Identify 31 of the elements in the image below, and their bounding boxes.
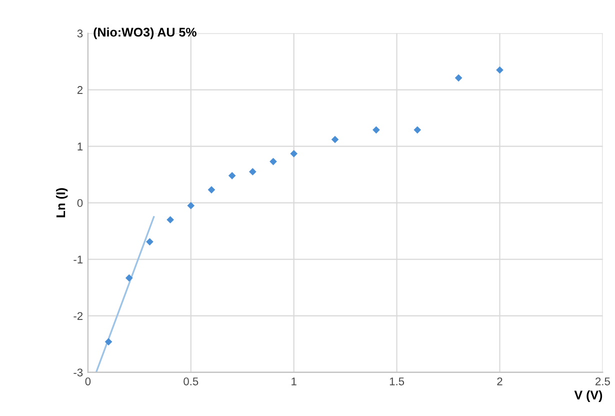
point (270, 158, 277, 166)
point (414, 126, 422, 134)
y-tick-label: 3 (77, 30, 83, 38)
x-tick-label: 1.5 (390, 378, 404, 386)
y-tick-label: -1 (74, 256, 83, 264)
x-tick-label: 0.5 (184, 377, 198, 386)
point (454, 74, 462, 82)
y-tick-label: -3 (74, 368, 83, 376)
y-tick-label: -2 (74, 312, 83, 320)
x-tick-label: 2 (497, 377, 502, 386)
point (331, 136, 339, 144)
point (290, 150, 298, 158)
x-axis-title: V (V) (574, 390, 602, 402)
y-tick-label: 0 (77, 199, 83, 207)
y-tick-label: 1 (78, 142, 83, 150)
point (496, 66, 504, 74)
x-tick-label: 0 (85, 377, 91, 386)
point (125, 274, 133, 282)
x-tick-label: 2.5 (596, 377, 610, 386)
point (208, 186, 216, 194)
point (248, 168, 256, 176)
point (187, 202, 195, 210)
point (166, 216, 174, 224)
chart-title: (Nio:WO3) AU 5% (94, 27, 196, 40)
y-axis-title: Ln (I) (56, 188, 68, 218)
x-tick-label: 1 (292, 378, 296, 386)
point (104, 338, 112, 346)
point (228, 172, 236, 180)
point (146, 238, 154, 246)
y-tick-label: 2 (77, 86, 83, 94)
point (372, 126, 380, 134)
